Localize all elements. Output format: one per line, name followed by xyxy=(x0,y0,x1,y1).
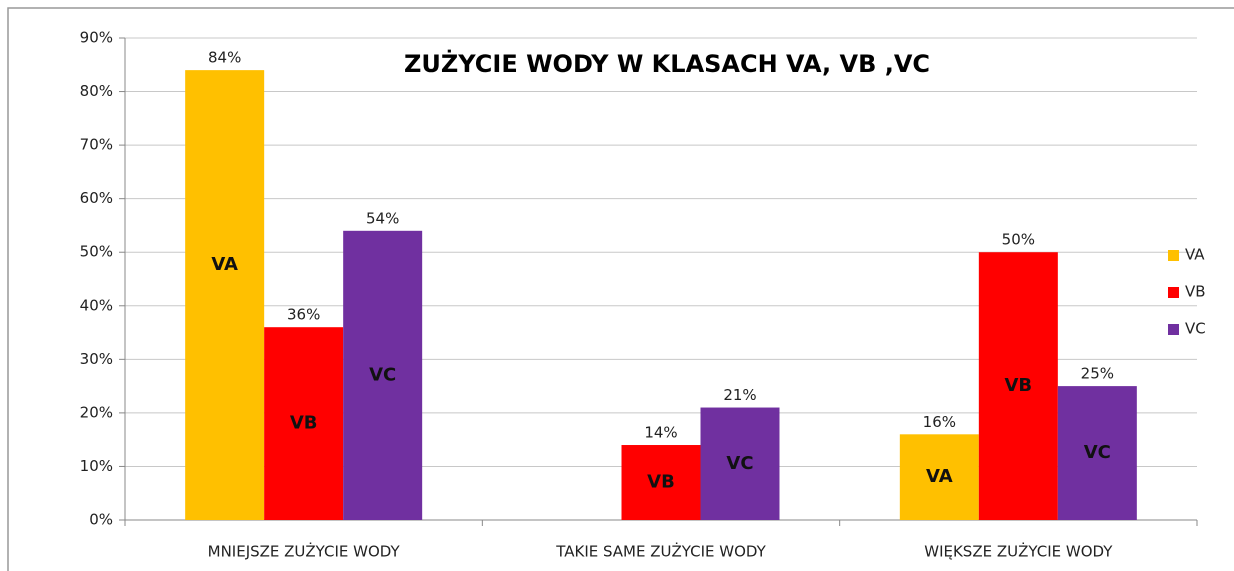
y-tick-label: 60% xyxy=(80,189,113,207)
chart-title: ZUŻYCIE WODY W KLASACH VA, VB ,VC xyxy=(404,49,930,78)
x-tick-label: TAKIE SAME ZUŻYCIE WODY xyxy=(555,542,766,561)
y-tick-label: 0% xyxy=(89,511,113,529)
in-bar-label: VB xyxy=(647,472,675,493)
value-label: 21% xyxy=(723,386,756,404)
in-bar-label: VB xyxy=(1005,375,1033,396)
legend-swatch xyxy=(1168,250,1179,261)
in-bar-label: VA xyxy=(926,466,953,487)
y-tick-label: 40% xyxy=(80,296,113,314)
in-bar-label: VC xyxy=(726,453,753,474)
legend-swatch xyxy=(1168,287,1179,298)
legend-label: VA xyxy=(1185,246,1205,264)
bar xyxy=(343,230,423,521)
bar xyxy=(899,434,979,520)
legend-swatch xyxy=(1168,324,1179,335)
x-tick-label: WIĘKSZE ZUŻYCIE WODY xyxy=(924,542,1113,561)
y-tick-label: 30% xyxy=(80,350,113,368)
bar xyxy=(700,407,780,520)
value-label: 14% xyxy=(644,424,677,442)
y-tick-label: 50% xyxy=(80,243,113,261)
y-tick-label: 90% xyxy=(80,29,113,47)
y-tick-label: 20% xyxy=(80,403,113,421)
value-label: 84% xyxy=(208,49,241,67)
bar xyxy=(978,252,1058,520)
bar xyxy=(1057,386,1137,520)
value-label: 16% xyxy=(923,413,956,431)
y-tick-label: 80% xyxy=(80,82,113,100)
legend-label: VC xyxy=(1185,320,1206,338)
value-label: 25% xyxy=(1081,365,1114,383)
bar xyxy=(621,445,701,520)
in-bar-label: VC xyxy=(369,364,396,385)
in-bar-label: VB xyxy=(290,413,318,434)
value-label: 36% xyxy=(287,306,320,324)
y-tick-label: 10% xyxy=(80,457,113,475)
x-tick-label: MNIEJSZE ZUŻYCIE WODY xyxy=(208,542,401,561)
legend-label: VB xyxy=(1185,283,1206,301)
in-bar-label: VC xyxy=(1084,442,1111,463)
bar xyxy=(185,70,265,520)
in-bar-label: VA xyxy=(211,254,238,275)
value-label: 54% xyxy=(366,209,399,227)
bar xyxy=(264,327,344,520)
y-tick-label: 70% xyxy=(80,136,113,154)
value-label: 50% xyxy=(1002,231,1035,249)
